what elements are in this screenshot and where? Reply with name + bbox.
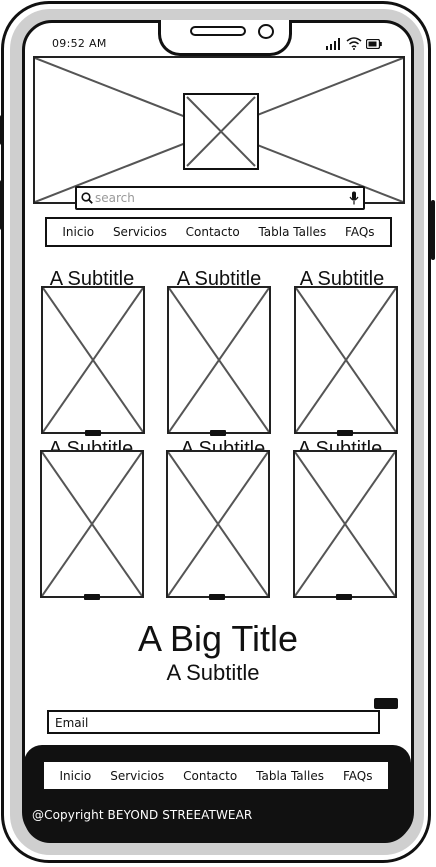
product-badge <box>84 594 100 600</box>
product-subtitle: A Subtitle <box>176 268 262 290</box>
footer-nav-item-inicio[interactable]: Inicio <box>59 768 92 783</box>
product-image-placeholder[interactable] <box>41 286 145 434</box>
nav-item-inicio[interactable]: Inicio <box>62 225 95 239</box>
product-badge <box>337 430 353 436</box>
speaker <box>190 26 246 36</box>
signal-icon <box>326 38 340 50</box>
product-image-placeholder[interactable] <box>294 286 398 434</box>
search-input[interactable] <box>95 189 335 207</box>
nav-item-faqs[interactable]: FAQs <box>345 225 375 239</box>
copyright: @Copyright BEYOND STREEATWEAR <box>32 808 253 822</box>
product-subtitle: A Subtitle <box>49 268 135 290</box>
search-bar[interactable] <box>75 186 365 210</box>
page-title: A Big Title <box>137 618 299 659</box>
product-badge <box>85 430 101 436</box>
email-field[interactable] <box>47 710 380 734</box>
footer-nav-item-faqs[interactable]: FAQs <box>342 768 373 783</box>
camera <box>258 24 274 39</box>
product-badge <box>336 594 352 600</box>
nav-item-contacto[interactable]: Contacto <box>185 225 240 239</box>
product-image-placeholder[interactable] <box>166 450 270 598</box>
status-time: 09:52 AM <box>52 37 107 50</box>
main-nav: Inicio Servicios Contacto Tabla Talles F… <box>45 217 392 247</box>
footer-nav-item-contacto[interactable]: Contacto <box>183 768 238 783</box>
search-icon <box>81 192 93 204</box>
product-image-placeholder[interactable] <box>293 450 397 598</box>
email-input[interactable] <box>55 714 355 732</box>
side-button-right <box>431 200 435 260</box>
hero-image-placeholder <box>33 56 405 204</box>
product-badge <box>209 594 225 600</box>
battery-icon <box>366 39 382 49</box>
wifi-icon <box>346 37 362 50</box>
footer-nav-item-servicios[interactable]: Servicios <box>110 768 165 783</box>
side-button-left-2 <box>0 180 4 230</box>
side-button-left <box>0 115 4 145</box>
microphone-icon[interactable] <box>349 191 359 205</box>
page-subtitle: A Subtitle <box>166 660 260 685</box>
nav-item-servicios[interactable]: Servicios <box>112 225 167 239</box>
product-image-placeholder[interactable] <box>167 286 271 434</box>
product-subtitle: A Subtitle <box>299 268 385 290</box>
nav-item-tabla-talles[interactable]: Tabla Talles <box>258 225 327 239</box>
footer-nav-item-tabla-talles[interactable]: Tabla Talles <box>256 768 324 783</box>
footer-nav: Inicio Servicios Contacto Tabla Talles F… <box>42 760 390 791</box>
product-image-placeholder[interactable] <box>40 450 144 598</box>
product-badge <box>210 430 226 436</box>
email-submit-button[interactable] <box>374 698 398 709</box>
